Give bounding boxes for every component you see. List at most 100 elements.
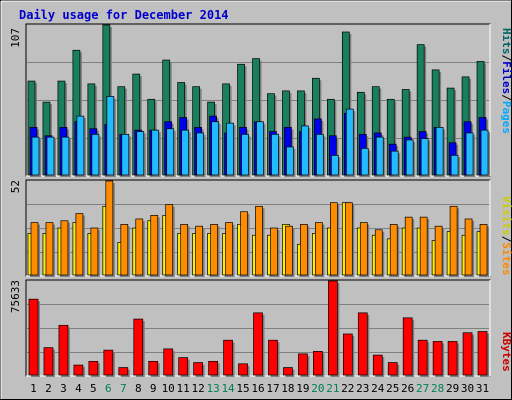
sites-bar-day-14 — [225, 222, 233, 276]
pages-bar-day-27 — [420, 138, 429, 176]
day-label-31: 31 — [476, 382, 489, 395]
pages-bar-day-26 — [405, 139, 414, 176]
kbytes-bar-day-16 — [253, 312, 263, 376]
kbytes-bar-day-2 — [43, 347, 54, 376]
pages-bar-day-2 — [46, 136, 55, 176]
kbytes-bar-day-10 — [163, 348, 174, 376]
day-label-8: 8 — [135, 382, 142, 395]
day-label-26: 26 — [401, 382, 414, 395]
kbytes-bar-day-23 — [357, 312, 368, 376]
kbytes-bar-day-9 — [148, 360, 159, 376]
sites-visits-panel — [25, 179, 491, 277]
legend-pages: Pages — [500, 101, 512, 134]
sites-bar-day-2 — [45, 222, 54, 276]
day-label-21: 21 — [326, 382, 339, 395]
pages-bar-day-3 — [61, 136, 70, 176]
sites-bar-day-7 — [120, 224, 129, 276]
day-label-9: 9 — [150, 382, 157, 395]
kbytes-bar-day-18 — [283, 367, 293, 376]
day-label-6: 6 — [105, 382, 112, 395]
day-label-3: 3 — [60, 382, 67, 395]
sites-bar-day-3 — [60, 220, 69, 276]
pages-bar-day-28 — [435, 126, 444, 176]
pages-bar-day-12 — [196, 132, 204, 176]
hits-axis-max-label: 107 — [9, 28, 22, 48]
day-label-11: 11 — [177, 382, 190, 395]
day-label-1: 1 — [30, 382, 37, 395]
day-label-16: 16 — [251, 382, 264, 395]
sites-bar-day-26 — [404, 216, 413, 276]
day-label-17: 17 — [266, 382, 279, 395]
day-label-10: 10 — [162, 382, 175, 395]
kbytes-bar-day-30 — [462, 332, 473, 376]
pages-bar-day-19 — [301, 125, 309, 176]
kbytes-bar-day-12 — [193, 362, 203, 376]
pages-bar-day-29 — [450, 155, 459, 176]
pages-bar-day-23 — [360, 148, 369, 176]
sites-bar-day-11 — [180, 224, 189, 276]
kbytes-bar-day-7 — [118, 367, 129, 376]
pages-bar-day-30 — [465, 132, 474, 176]
legend-sep-1: / — [500, 55, 512, 62]
sites-bar-day-27 — [419, 216, 428, 276]
legend-sep-2: / — [500, 94, 512, 101]
pages-bar-day-11 — [181, 129, 190, 176]
kbytes-bar-day-3 — [58, 324, 69, 376]
legend-hits: Hits — [500, 28, 512, 55]
sites-bar-day-25 — [389, 224, 398, 276]
kbytes-bar-day-20 — [313, 351, 323, 376]
legend-kbytes: KBytes — [500, 332, 512, 372]
kbytes-bar-day-15 — [238, 363, 248, 376]
sites-bar-day-12 — [195, 225, 203, 276]
pages-bar-day-31 — [480, 129, 489, 176]
day-label-2: 2 — [45, 382, 52, 395]
pages-bar-day-10 — [166, 128, 175, 176]
day-labels: 1 2 3 4 5 6 7 8 9 10 11 12 13 14 15 16 17 18 19 20 21 22 23 24 2… — [30, 382, 489, 395]
day-label-4: 4 — [75, 382, 82, 395]
kbytes-bar-day-8 — [133, 318, 144, 376]
sites-bar-day-10 — [165, 204, 174, 276]
kbytes-bar-day-21 — [328, 280, 338, 376]
kbytes-bar-day-25 — [387, 362, 398, 376]
kbytes-panel — [25, 279, 491, 377]
pages-bar-day-9 — [151, 129, 160, 176]
pages-bar-day-24 — [375, 136, 384, 176]
sites-bar-day-24 — [374, 229, 383, 276]
kbytes-bar-day-1 — [28, 298, 39, 376]
kbytes-bar-day-13 — [208, 360, 218, 376]
visits-panel-legend: Visits/Sites — [500, 196, 512, 276]
day-label-25: 25 — [386, 382, 399, 395]
pages-bar-day-1 — [31, 136, 40, 176]
sites-bar-day-21 — [330, 202, 338, 276]
kbytes-bar-day-26 — [402, 317, 413, 376]
kbytes-bar-day-17 — [268, 339, 278, 376]
kbytes-bar-day-6 — [103, 349, 114, 376]
legend-files: Files — [500, 61, 512, 94]
kbytes-bar-day-29 — [447, 341, 458, 376]
pages-bar-day-5 — [91, 133, 100, 176]
sites-bar-day-30 — [464, 218, 473, 276]
pages-bar-day-17 — [271, 133, 279, 176]
day-label-30: 30 — [461, 382, 474, 395]
sites-bar-day-29 — [449, 205, 458, 276]
sites-bar-day-15 — [240, 211, 248, 276]
sites-bar-day-23 — [359, 222, 368, 276]
pages-bar-day-13 — [211, 121, 219, 176]
sites-bar-day-8 — [135, 218, 144, 276]
pages-bar-day-8 — [136, 131, 145, 176]
sites-bar-day-31 — [479, 224, 488, 276]
legend-sites: Sites — [500, 242, 512, 275]
day-label-20: 20 — [311, 382, 324, 395]
sites-bar-day-22 — [344, 202, 353, 276]
kbytes-axis-max-label: 75633 — [9, 280, 22, 313]
pages-bar-day-14 — [226, 122, 234, 176]
pages-bar-day-15 — [241, 133, 249, 176]
sites-bar-day-20 — [315, 222, 323, 276]
kbytes-bar-day-5 — [88, 360, 99, 376]
pages-bar-day-18 — [286, 146, 294, 176]
sites-bar-day-16 — [255, 205, 263, 276]
visits-axis-max-label: 52 — [9, 180, 22, 193]
pages-bar-day-25 — [390, 150, 399, 176]
sites-bar-day-9 — [150, 214, 159, 276]
